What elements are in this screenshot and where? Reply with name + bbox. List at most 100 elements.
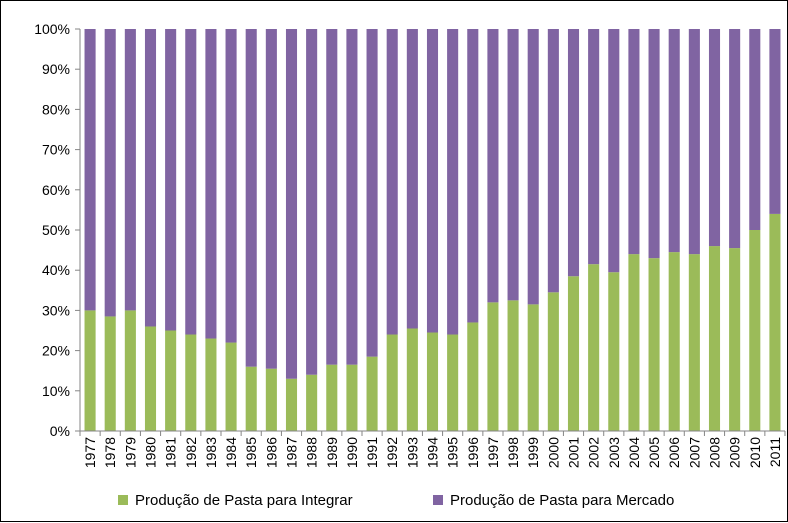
bar-segment-integrar-2002 <box>588 264 600 431</box>
bar-segment-integrar-1982 <box>185 334 197 431</box>
y-tick-label: 100% <box>34 21 70 37</box>
bar-segment-integrar-1998 <box>507 300 519 431</box>
bar-segment-mercado-1977 <box>84 29 96 311</box>
bar-segment-integrar-2008 <box>708 246 721 431</box>
bar-segment-integrar-1977 <box>84 310 96 431</box>
bar-segment-mercado-2001 <box>567 29 580 277</box>
x-tick-label: 2001 <box>566 437 582 468</box>
x-tick-label: 2008 <box>707 437 723 468</box>
legend-label-mercado: Produção de Pasta para Mercado <box>450 492 674 509</box>
bar-segment-integrar-1994 <box>426 332 439 431</box>
bar-segment-mercado-2008 <box>708 29 721 247</box>
bar-segment-mercado-2006 <box>668 29 680 253</box>
bar-segment-integrar-1981 <box>165 330 177 431</box>
x-tick-label: 2009 <box>727 437 743 468</box>
bar-segment-integrar-1988 <box>306 374 318 431</box>
x-tick-label: 1991 <box>364 437 380 468</box>
x-tick-label: 1990 <box>344 437 360 468</box>
x-tick-label: 1987 <box>284 437 300 468</box>
bar-segment-mercado-1989 <box>326 29 338 365</box>
bar-segment-integrar-2004 <box>628 254 640 431</box>
x-tick-label: 1986 <box>263 437 279 468</box>
x-tick-label: 2002 <box>586 437 602 468</box>
bar-segment-integrar-2006 <box>668 252 680 431</box>
x-tick-label: 1980 <box>143 437 159 468</box>
y-tick-label: 30% <box>42 302 70 318</box>
x-tick-label: 1982 <box>183 437 199 468</box>
bar-segment-integrar-1984 <box>225 342 237 431</box>
bar-segment-integrar-1996 <box>467 322 479 431</box>
x-tick-label: 1988 <box>304 437 320 468</box>
bar-segment-mercado-1980 <box>144 29 157 327</box>
bar-segment-mercado-1994 <box>426 29 439 333</box>
bar-segment-mercado-1979 <box>124 29 136 311</box>
y-tick-label: 40% <box>42 262 70 278</box>
x-tick-label: 2006 <box>666 437 682 468</box>
x-tick-label: 1999 <box>525 437 541 468</box>
bar-segment-integrar-2003 <box>608 272 620 431</box>
bar-segment-mercado-1992 <box>386 29 398 335</box>
bar-segment-mercado-2007 <box>688 29 700 255</box>
bar-segment-integrar-2001 <box>567 276 580 431</box>
x-tick-label: 1979 <box>122 437 138 468</box>
bar-segment-integrar-1979 <box>124 310 136 431</box>
x-tick-label: 1984 <box>223 437 239 468</box>
y-tick-label: 10% <box>42 383 70 399</box>
y-tick-label: 70% <box>42 142 70 158</box>
bar-segment-integrar-1986 <box>265 368 277 431</box>
x-tick-label: 2011 <box>767 437 783 467</box>
bar-segment-mercado-1984 <box>225 29 237 343</box>
bar-segment-integrar-1991 <box>366 356 378 431</box>
bar-segment-integrar-2009 <box>729 248 741 431</box>
bar-segment-mercado-1982 <box>185 29 197 335</box>
bar-segment-mercado-1978 <box>104 29 116 317</box>
bar-segment-integrar-2011 <box>769 213 781 431</box>
x-tick-label: 1981 <box>163 437 179 468</box>
x-tick-label: 1993 <box>404 437 420 468</box>
bar-segment-mercado-1990 <box>346 29 358 365</box>
bar-segment-mercado-2002 <box>588 29 600 265</box>
bar-segment-mercado-1991 <box>366 29 378 357</box>
x-tick-label: 1983 <box>203 437 219 468</box>
x-tick-label: 1978 <box>102 437 118 468</box>
y-tick-label: 0% <box>50 423 70 439</box>
y-tick-label: 90% <box>42 61 70 77</box>
bars-layer <box>84 29 781 431</box>
legend-swatch-integrar <box>118 495 128 505</box>
bar-segment-integrar-2005 <box>648 258 660 431</box>
bar-segment-integrar-1995 <box>447 334 459 431</box>
legend: Produção de Pasta para Integrar Produção… <box>118 492 674 509</box>
bar-segment-integrar-1992 <box>386 334 398 431</box>
bar-segment-mercado-1999 <box>527 29 539 305</box>
x-tick-label: 1994 <box>425 437 441 468</box>
bar-segment-mercado-2009 <box>729 29 741 249</box>
axes-layer <box>75 28 786 436</box>
bar-segment-mercado-2004 <box>628 29 640 255</box>
bar-segment-mercado-1988 <box>306 29 318 375</box>
bar-segment-integrar-1997 <box>487 302 499 431</box>
bar-segment-integrar-2010 <box>749 230 761 431</box>
bar-segment-integrar-1985 <box>245 366 257 431</box>
x-axis-tick-labels: 1977 1978 1979 1980 1981 1982 1983 1984 1985 1986… <box>82 437 783 468</box>
y-axis-tick-labels: 0% 10% 20% 30% 40% 50% 60% 70% 80% 90% 100% <box>34 21 70 439</box>
x-tick-label: 1992 <box>384 437 400 468</box>
bar-segment-mercado-1981 <box>165 29 177 331</box>
x-tick-label: 1996 <box>465 437 481 468</box>
bar-segment-integrar-1983 <box>205 338 217 431</box>
bar-segment-mercado-1997 <box>487 29 499 303</box>
bar-segment-integrar-1980 <box>144 326 157 431</box>
x-tick-label: 2000 <box>545 437 561 468</box>
legend-swatch-mercado <box>433 495 443 505</box>
legend-label-integrar: Produção de Pasta para Integrar <box>135 492 353 509</box>
bar-segment-mercado-1985 <box>245 29 257 367</box>
x-tick-label: 2003 <box>606 437 622 468</box>
y-tick-label: 60% <box>42 182 70 198</box>
bar-segment-mercado-1996 <box>467 29 479 323</box>
x-tick-label: 2007 <box>686 437 702 468</box>
y-tick-label: 20% <box>42 343 70 359</box>
bar-segment-integrar-1987 <box>285 378 298 431</box>
bar-segment-mercado-1986 <box>265 29 277 369</box>
bar-segment-mercado-2000 <box>547 29 559 293</box>
